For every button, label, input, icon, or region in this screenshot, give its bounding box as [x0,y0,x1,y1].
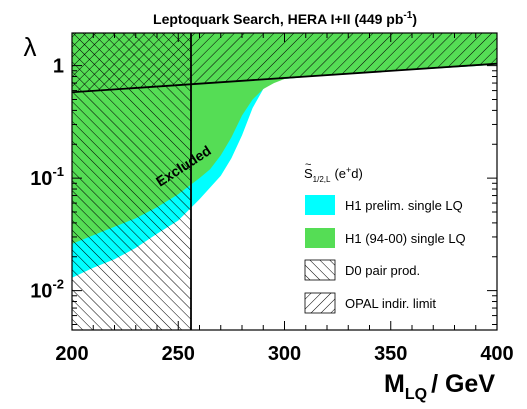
legend-swatch-opal [304,292,336,314]
legend-label-h1-prelim: H1 prelim. single LQ [345,198,463,213]
chart-title-sup: -1 [403,10,412,21]
x-axis-label-end: / GeV [431,370,495,398]
plot-area [72,33,497,330]
legend-title: S1/2,L (e+d) [304,165,363,184]
x-tick-label: 350 [374,343,407,365]
legend-title-tilde: ~ [305,159,311,171]
y-tick-label: 10-2 [30,277,64,303]
chart-title-main: Leptoquark Search, HERA I+II (449 pb [153,11,403,27]
legend-label-h1-9400: H1 (94-00) single LQ [345,231,466,246]
x-tick-label: 300 [268,343,301,365]
legend-swatch-h1-9400 [305,228,335,248]
d0-pair-production-region [72,33,191,330]
x-axis: 200 250 300 350 400 [55,33,514,365]
legend-title-main: S [304,166,313,181]
chart-title-end: ) [412,11,417,27]
legend-swatch-d0 [304,259,336,281]
legend-title-rest-post: d) [351,166,363,181]
x-tick-label: 250 [162,343,195,365]
y-axis-label: λ [24,32,37,62]
legend-title-rest-sup: + [346,165,351,175]
x-axis-label-main: M [384,370,405,398]
y-tick-label: 1 [53,56,64,78]
x-tick-label: 400 [480,343,513,365]
y-tick-label: 10-1 [30,164,64,190]
legend-label-opal: OPAL indir. limit [345,296,436,311]
legend-swatch-h1-prelim [305,195,335,215]
legend-title-rest-pre: (e [334,166,346,181]
legend-title-sub: 1/2,L [313,175,331,184]
opal-limit-line [72,62,497,94]
y-axis: 1 10-1 10-2 [30,56,497,325]
legend-label-d0: D0 pair prod. [345,263,420,278]
x-tick-label: 200 [55,343,88,365]
x-axis-label-sub: LQ [405,386,427,403]
chart-title: Leptoquark Search, HERA I+II (449 pb-1) [153,10,417,27]
legend: S1/2,L (e+d) ~ H1 prelim. single LQ H1 (9… [304,159,466,314]
x-axis-label: MLQ / GeV [384,370,495,403]
